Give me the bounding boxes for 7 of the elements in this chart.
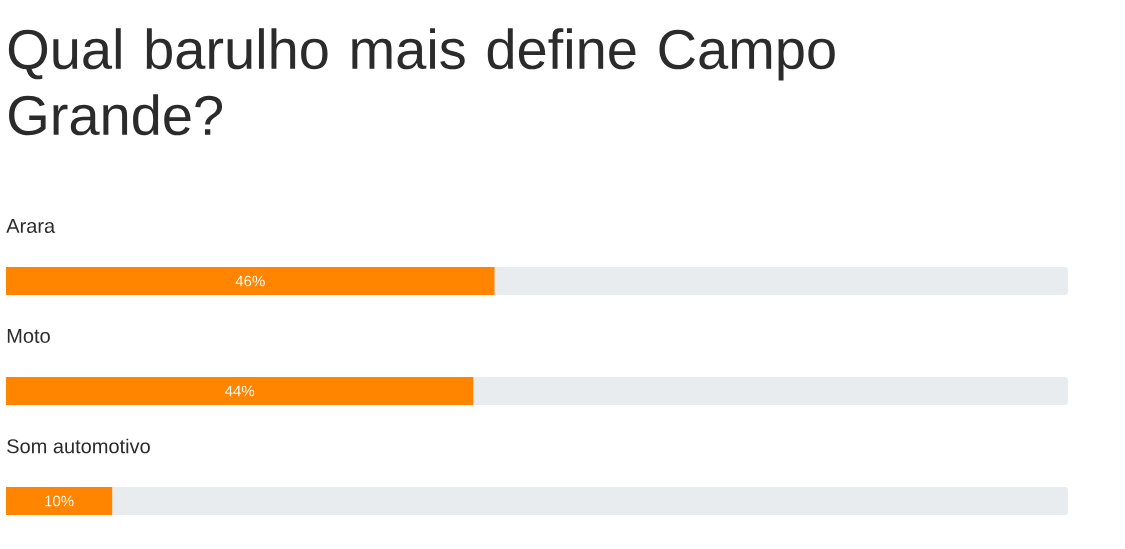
data-label: 46% <box>235 275 265 287</box>
chart-title: Qual barulho mais define Campo Grande? <box>8 28 835 136</box>
y-tick-label: Arara <box>6 219 56 233</box>
y-tick-label: Moto <box>7 329 50 343</box>
data-label: 10% <box>45 495 74 507</box>
data-label: 44% <box>224 385 255 397</box>
y-tick-label: Som automotivo <box>7 438 150 454</box>
